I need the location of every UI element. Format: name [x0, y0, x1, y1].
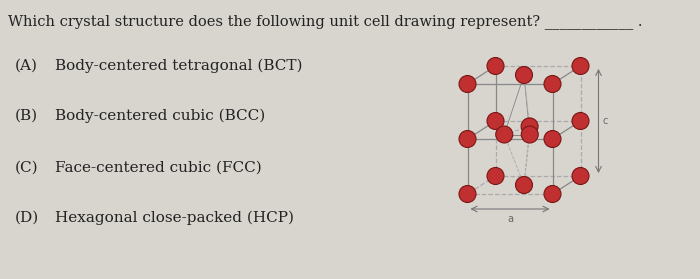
Text: Hexagonal close-packed (HCP): Hexagonal close-packed (HCP): [55, 211, 294, 225]
Circle shape: [544, 76, 561, 93]
Text: a: a: [507, 214, 513, 224]
Circle shape: [459, 76, 476, 93]
Circle shape: [496, 126, 512, 143]
Circle shape: [521, 118, 538, 135]
Circle shape: [544, 186, 561, 203]
Circle shape: [487, 112, 504, 129]
Circle shape: [572, 57, 589, 74]
Text: (B): (B): [15, 109, 38, 123]
Circle shape: [459, 186, 476, 203]
Text: c: c: [603, 116, 608, 126]
Circle shape: [459, 131, 476, 148]
Text: (A): (A): [15, 59, 38, 73]
Circle shape: [572, 112, 589, 129]
Text: Body-centered tetragonal (BCT): Body-centered tetragonal (BCT): [55, 59, 302, 73]
Circle shape: [544, 131, 561, 148]
Circle shape: [487, 167, 504, 184]
Circle shape: [487, 57, 504, 74]
Circle shape: [515, 66, 533, 83]
Circle shape: [572, 167, 589, 184]
Circle shape: [522, 126, 538, 143]
Circle shape: [515, 177, 533, 194]
Text: Which crystal structure does the following unit cell drawing represent? ________: Which crystal structure does the followi…: [8, 14, 643, 29]
Text: (C): (C): [15, 161, 38, 175]
Text: Body-centered cubic (BCC): Body-centered cubic (BCC): [55, 109, 265, 123]
Text: Face-centered cubic (FCC): Face-centered cubic (FCC): [55, 161, 262, 175]
Text: (D): (D): [15, 211, 39, 225]
